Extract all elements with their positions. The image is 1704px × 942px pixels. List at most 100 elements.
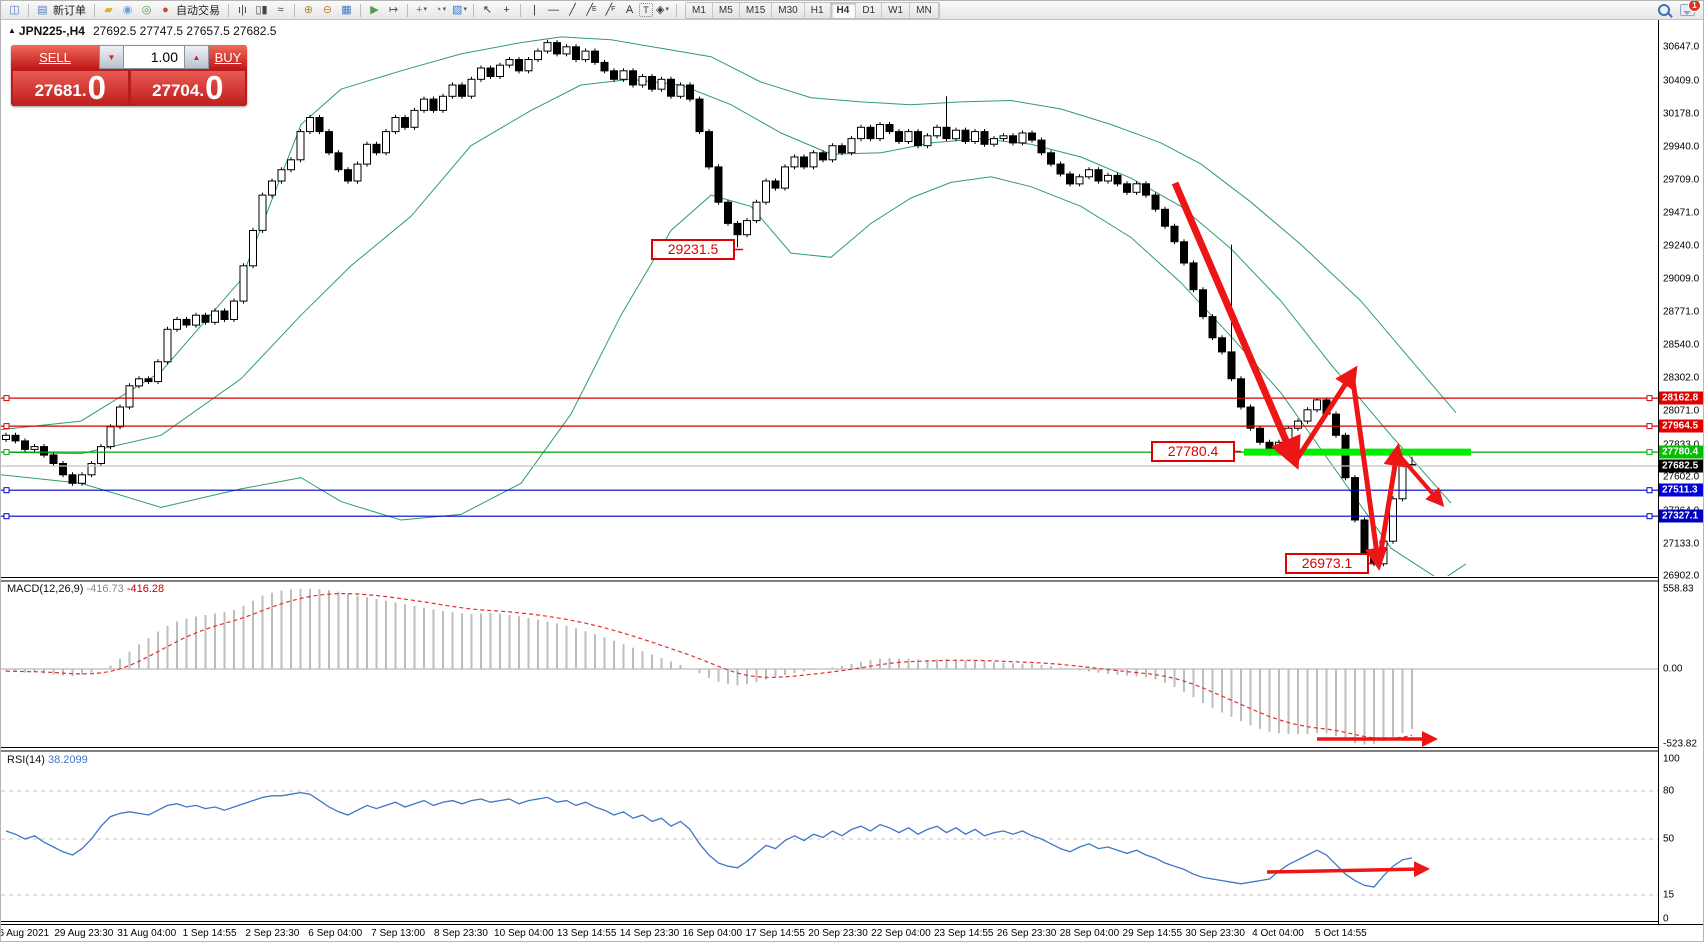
community-icon[interactable]: ◉ bbox=[122, 4, 133, 16]
line-handle[interactable] bbox=[3, 449, 10, 456]
candle bbox=[49, 452, 58, 466]
zoom-in-icon[interactable]: ⊕ bbox=[303, 4, 314, 16]
price-annotation-29231.5[interactable]: 29231.5 bbox=[651, 239, 735, 260]
crosshair-icon[interactable]: + bbox=[503, 4, 510, 16]
timeframe-M5[interactable]: M5 bbox=[712, 2, 740, 18]
buy-button[interactable]: BUY bbox=[209, 45, 247, 69]
candle bbox=[809, 150, 818, 170]
candle-body bbox=[11, 434, 20, 442]
auto-scroll-icon[interactable]: ▶ bbox=[370, 4, 379, 16]
candle bbox=[211, 308, 219, 325]
sell-price-pips: 0 bbox=[87, 69, 106, 106]
tile-windows-icon[interactable]: ▦ bbox=[341, 4, 352, 16]
text-icon[interactable]: A bbox=[625, 4, 634, 16]
line-handle[interactable] bbox=[1646, 513, 1653, 520]
candle-body bbox=[752, 201, 761, 222]
new-order-button-label[interactable]: 新订单 bbox=[53, 5, 86, 17]
timeframe-M15[interactable]: M15 bbox=[739, 2, 773, 18]
trend-arrow[interactable] bbox=[1350, 380, 1388, 571]
price-annotation-27780.4[interactable]: 27780.4 bbox=[1151, 441, 1235, 462]
gold-bar-icon[interactable]: ▰ bbox=[104, 4, 113, 16]
timeframe-MN[interactable]: MN bbox=[910, 2, 939, 18]
timeframe-M1[interactable]: M1 bbox=[686, 2, 713, 18]
candle-body bbox=[116, 406, 124, 428]
line-handle[interactable] bbox=[3, 487, 10, 494]
rsi-trend-arrow[interactable] bbox=[1266, 861, 1430, 878]
price-marker-27682.5: 27682.5 bbox=[1659, 459, 1703, 473]
signal-icon[interactable]: ◎ bbox=[141, 4, 152, 16]
timeframe-W1[interactable]: W1 bbox=[882, 2, 911, 18]
horizontal-line-icon[interactable]: — bbox=[548, 4, 559, 16]
timeframe-M30[interactable]: M30 bbox=[772, 2, 805, 18]
bar-chart-icon[interactable]: ı|ı bbox=[238, 4, 247, 16]
autotrading-button-label[interactable]: 自动交易 bbox=[176, 5, 220, 17]
notification-badge: 1 bbox=[1688, 1, 1701, 12]
candle bbox=[249, 227, 257, 269]
candle-body bbox=[724, 201, 732, 224]
line-handle[interactable] bbox=[1646, 487, 1653, 494]
time-tick-label: 6 Sep 04:00 bbox=[308, 928, 363, 939]
trend-arrow[interactable] bbox=[1294, 365, 1358, 461]
price-annotation-26973.1[interactable]: 26973.1 bbox=[1285, 553, 1369, 574]
collapse-icon[interactable]: ▲ bbox=[8, 26, 16, 35]
trend-arrow[interactable] bbox=[1396, 452, 1445, 508]
chart-shift-icon[interactable]: ↦ bbox=[388, 4, 399, 16]
autotrading-button[interactable]: ● bbox=[162, 4, 169, 16]
timeframe-D1[interactable]: D1 bbox=[856, 2, 883, 18]
line-chart-icon[interactable]: ≈ bbox=[277, 4, 284, 16]
timeframe-H4[interactable]: H4 bbox=[830, 2, 857, 18]
volume-decrease-button[interactable]: ▼ bbox=[99, 45, 124, 69]
sell-button[interactable]: SELL bbox=[11, 45, 99, 69]
volume-increase-button[interactable]: ▲ bbox=[184, 45, 209, 69]
line-handle[interactable] bbox=[3, 395, 10, 402]
line-handle[interactable] bbox=[1646, 449, 1653, 456]
candle bbox=[382, 129, 390, 156]
trendline-icon[interactable]: ╱ bbox=[569, 4, 576, 16]
sell-price-button[interactable]: 27681. 0 bbox=[13, 71, 128, 106]
line-handle[interactable] bbox=[3, 423, 10, 430]
line-handle[interactable] bbox=[3, 513, 10, 520]
price-axis[interactable]: 30647.0 30409.0 30178.0 29940.0 29709.0 29471… bbox=[1658, 20, 1703, 925]
fibonacci-icon[interactable]: ╱ F bbox=[605, 4, 616, 16]
cursor-icon[interactable]: ↖ bbox=[482, 4, 493, 16]
candle bbox=[1047, 150, 1055, 167]
templates-icon[interactable]: ▧ ▾ bbox=[452, 4, 467, 16]
symbol-period-label: JPN225-,H4 bbox=[18, 24, 85, 38]
new-order-button[interactable]: ▤ bbox=[37, 4, 48, 16]
line-handle[interactable] bbox=[1646, 395, 1653, 402]
indicators-icon[interactable]: + ▾ bbox=[416, 4, 427, 16]
candle-body bbox=[163, 328, 172, 363]
candle-chart-icon[interactable]: ▯▮ bbox=[255, 4, 268, 16]
candle-body bbox=[572, 46, 580, 60]
price-tick: 29240.0 bbox=[1663, 240, 1700, 252]
chart-window-icon[interactable]: ◫ bbox=[9, 4, 20, 16]
candle-body bbox=[1341, 434, 1350, 479]
vertical-line-icon[interactable]: | bbox=[533, 4, 536, 16]
search-icon[interactable] bbox=[1658, 4, 1670, 16]
line-handle[interactable] bbox=[1646, 423, 1653, 430]
candle bbox=[1085, 167, 1093, 180]
candle bbox=[895, 129, 903, 144]
candle bbox=[515, 57, 523, 74]
channel-icon[interactable]: ╱ E bbox=[586, 4, 597, 16]
candle-body bbox=[467, 78, 476, 97]
candle-body bbox=[866, 126, 875, 140]
timeframe-H1[interactable]: H1 bbox=[804, 2, 831, 18]
text-label-icon[interactable]: T bbox=[639, 3, 653, 17]
zoom-out-icon[interactable]: ⊖ bbox=[322, 4, 333, 16]
chat-icon[interactable]: 1 bbox=[1680, 1, 1701, 16]
periods-icon[interactable]: ◔ ▾ bbox=[434, 4, 447, 16]
rsi-tick: 80 bbox=[1663, 785, 1675, 797]
candle-body bbox=[676, 84, 685, 97]
candle bbox=[1132, 181, 1141, 195]
toolbar-separator bbox=[520, 3, 521, 17]
candle-body bbox=[220, 310, 229, 320]
arrows-tool-icon[interactable]: ◈ ▾ bbox=[656, 4, 669, 16]
buy-price-button[interactable]: 27704. 0 bbox=[130, 71, 245, 106]
trend-arrow[interactable] bbox=[1171, 181, 1301, 470]
trend-arrow[interactable] bbox=[1377, 443, 1407, 558]
candle bbox=[154, 359, 162, 385]
candle-body bbox=[68, 474, 77, 484]
volume-input[interactable] bbox=[124, 45, 184, 69]
